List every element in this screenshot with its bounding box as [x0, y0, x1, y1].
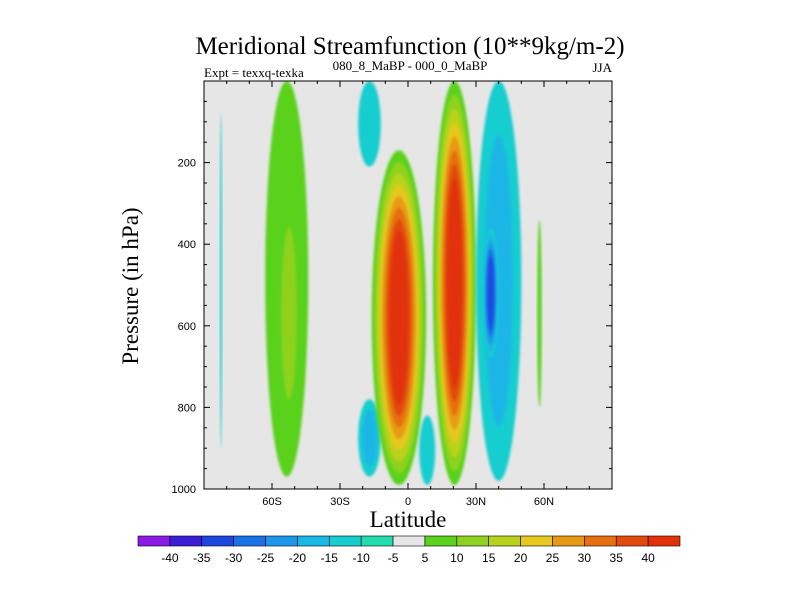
contour-level — [389, 230, 409, 405]
colorbar-label: -25 — [257, 551, 275, 565]
colorbar-swatch — [392, 535, 426, 547]
colorbar-label: -35 — [193, 551, 211, 565]
negative-band-far-south — [219, 113, 223, 449]
colorbar: -40 -35 -30 -25 -20 -15 -10 -5 5 10 15 20 25 30 35 40 — [137, 535, 681, 565]
northern-hadley-cell — [432, 81, 476, 485]
colorbar-swatch — [169, 535, 203, 547]
colorbar-swatch — [647, 535, 681, 547]
lower-negative-near-20S — [358, 399, 381, 477]
x-axis-label: Latitude — [370, 507, 447, 532]
chart-title: Meridional Streamfunction (10**9kg/m-2) — [195, 33, 624, 60]
colorbar-label: -20 — [289, 551, 307, 565]
northern-negative-core — [482, 227, 499, 359]
colorbar-label: 40 — [641, 551, 655, 565]
x-tick-label: 30S — [330, 496, 350, 508]
colorbar-swatch — [456, 535, 490, 547]
colorbar-label: 20 — [514, 551, 528, 565]
contour-level — [419, 415, 436, 485]
colorbar-swatch — [297, 535, 330, 547]
contour-level — [537, 219, 542, 408]
colorbar-label: 10 — [450, 551, 464, 565]
northern-negative-band — [476, 81, 522, 481]
colorbar-swatch — [360, 535, 394, 547]
y-tick-label: 1000 — [172, 484, 196, 496]
colorbar-swatch — [424, 535, 458, 547]
colorbar-swatch — [265, 535, 298, 547]
contour-level — [487, 256, 494, 330]
colorbar-swatch — [328, 535, 362, 547]
contour-level — [447, 178, 462, 388]
y-axis-label: Pressure (in hPa) — [118, 207, 143, 364]
southern-ferrel-core — [276, 195, 302, 432]
x-tick-label: 60S — [262, 496, 282, 508]
plot-area — [204, 81, 612, 489]
contour-level — [281, 227, 297, 400]
colorbar-label: 25 — [546, 551, 560, 565]
colorbar-label: 35 — [610, 551, 624, 565]
colorbar-label: -5 — [388, 551, 399, 565]
y-tick-label: 200 — [178, 158, 196, 170]
colorbar-label: 5 — [422, 551, 429, 565]
colorbar-label: -40 — [161, 551, 179, 565]
y-axis-ticks: 200 400 600 800 1000 — [172, 80, 612, 496]
small-positive-near-60N — [537, 219, 542, 408]
subtitle-periods: 080_8_MaBP - 000_0_MaBP — [333, 58, 488, 73]
x-tick-label: 0 — [405, 496, 411, 508]
contour-level — [362, 409, 377, 467]
contour-level — [219, 113, 223, 449]
x-tick-label: 60N — [534, 496, 554, 508]
subtitle-season: JJA — [592, 60, 612, 75]
colorbar-label: 30 — [578, 551, 592, 565]
colorbar-swatch — [233, 535, 266, 547]
colorbar-label: -15 — [321, 551, 339, 565]
y-tick-label: 600 — [178, 321, 196, 333]
contour-fields — [219, 81, 542, 485]
y-tick-label: 800 — [178, 402, 196, 414]
equatorial-negative — [419, 415, 436, 485]
colorbar-label: 15 — [482, 551, 496, 565]
colorbar-swatch — [201, 535, 234, 547]
upper-negative-near-20S — [358, 81, 381, 167]
colorbar-swatch — [552, 535, 585, 547]
colorbar-label: -10 — [353, 551, 371, 565]
colorbar-swatch — [137, 535, 171, 547]
colorbar-swatch — [615, 535, 649, 547]
subtitle-experiment: Expt = texxq-texka — [204, 65, 304, 80]
colorbar-swatch — [488, 535, 521, 547]
y-tick-label: 400 — [178, 239, 196, 251]
x-axis-ticks: 60S 30S 0 30N 60N — [203, 81, 613, 508]
colorbar-swatch — [520, 535, 553, 547]
x-tick-label: 30N — [466, 496, 486, 508]
colorbar-label: -30 — [225, 551, 243, 565]
colorbar-swatch — [584, 535, 617, 547]
southern-hadley-cell — [371, 150, 427, 485]
contour-level — [358, 81, 381, 167]
